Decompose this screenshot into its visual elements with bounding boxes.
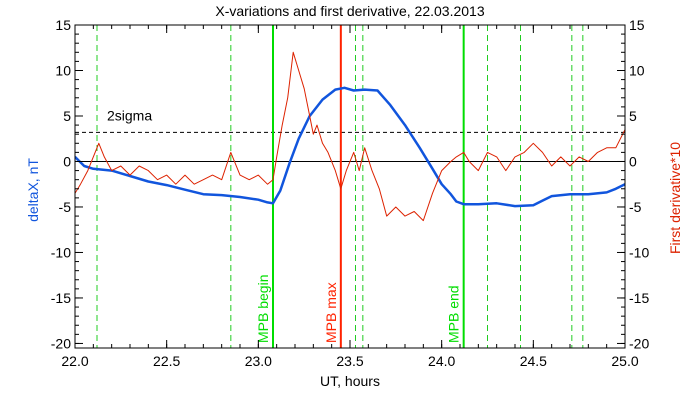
x-tick-label: 25.0: [611, 353, 638, 369]
y-axis-title-left: deltaX, nT: [25, 158, 41, 222]
plot-frame: [74, 24, 626, 349]
y-tick-label-left: -5: [59, 199, 72, 215]
threshold-label: 2sigma: [107, 107, 152, 123]
x-tick-label: 23.5: [336, 353, 363, 369]
y-axis-title-right: First derivative*10: [667, 142, 683, 254]
y-tick-label-left: -15: [51, 290, 71, 306]
y-tick-label-right: -5: [629, 199, 642, 215]
y-tick-label-right: 0: [629, 153, 637, 169]
y-tick-label-right: 10: [629, 62, 645, 78]
event-label-mpb-begin: MPB begin: [255, 275, 271, 343]
y-tick-label-left: 5: [63, 108, 71, 124]
y-tick-label-right: 15: [629, 17, 645, 33]
y-tick-label-right: -10: [629, 244, 649, 260]
y-tick-label-right: -20: [629, 335, 649, 351]
y-tick-label-left: 0: [63, 153, 71, 169]
y-tick-label-left: -20: [51, 335, 71, 351]
x-tick-label: 22.5: [153, 353, 180, 369]
y-tick-label-right: 5: [629, 108, 637, 124]
x-tick-label: 22.0: [61, 353, 88, 369]
event-label-mpb-max: MPB max: [323, 282, 339, 343]
x-tick-label: 24.5: [520, 353, 547, 369]
x-tick-label: 24.0: [428, 353, 455, 369]
x-axis-title: UT, hours: [320, 373, 380, 389]
x-tick-label: 23.0: [245, 353, 272, 369]
y-tick-label-left: -10: [51, 244, 71, 260]
series-derivative-line: [75, 51, 625, 222]
y-tick-label-left: 10: [55, 62, 71, 78]
y-tick-label-left: 15: [55, 17, 71, 33]
series-deltax-line: [75, 86, 625, 208]
event-label-mpb-end: MPB end: [446, 285, 462, 343]
chart-title: X-variations and first derivative, 22.03…: [215, 3, 484, 19]
y-tick-label-right: -15: [629, 290, 649, 306]
